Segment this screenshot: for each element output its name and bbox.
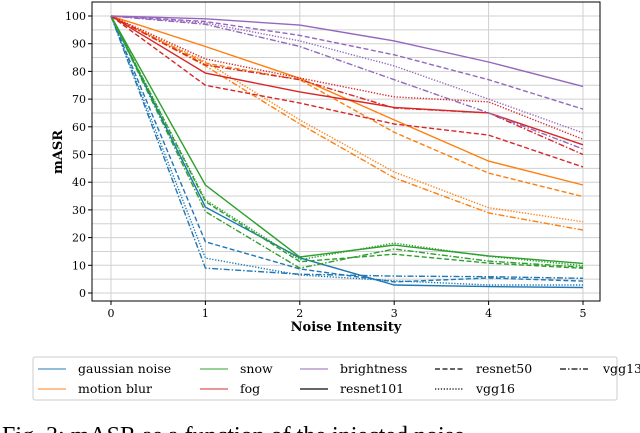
y-tick-label: 70 [72,93,86,106]
y-tick-label: 50 [72,149,86,162]
y-tick-label: 100 [65,10,86,23]
series-snow-vgg13 [110,15,584,269]
x-tick-label: 5 [580,307,587,320]
series-fog-vgg13 [110,15,584,156]
series-gaussian-noise-vgg13 [110,15,584,279]
series-lines [110,15,584,289]
x-axis-label: Noise Intensity [291,320,402,335]
legend-label: fog [240,381,260,396]
legend-box [32,356,618,401]
legend-label: resnet101 [340,381,404,396]
series-snow-resnet101 [110,15,584,265]
y-tick-label: 40 [72,176,86,189]
series-fog-resnet50 [110,15,584,168]
y-tick-label: 20 [72,232,86,245]
series-snow-vgg16 [110,15,584,267]
figure-caption: Fig. 3: mASR as a function of the inject… [2,423,465,433]
legend-label: brightness [340,361,407,376]
series-brightness-vgg16 [110,15,584,134]
series-brightness-resnet101 [110,15,584,88]
y-tick-label: 60 [72,121,86,134]
series-brightness-resnet50 [110,15,584,110]
legend-label: snow [240,361,273,376]
series-brightness-vgg13 [110,15,584,150]
legend-label: vgg13 [602,361,640,376]
legend-label: resnet50 [476,361,532,376]
series-fog-resnet101 [110,15,584,146]
y-tick-label: 10 [72,259,86,272]
y-tick-label: 90 [72,38,86,51]
series-gaussian-noise-resnet101 [110,15,584,289]
legend-label: gaussian noise [78,361,171,376]
y-tick-label: 80 [72,65,86,78]
legend-label: motion blur [78,381,152,396]
y-axis-label: mASR [51,130,66,174]
x-tick-label: 3 [391,307,398,320]
x-tick-label: 2 [296,307,303,320]
x-tick-label: 4 [485,307,492,320]
series-gaussian-noise-resnet50 [110,15,584,283]
x-tick-label: 1 [202,307,209,320]
legend-label: vgg16 [475,381,515,396]
y-tick-label: 30 [72,204,86,217]
y-tick-label: 0 [79,287,86,300]
legend: gaussian noise motion blur snow fog brightne… [32,356,640,401]
series-motion-blur-vgg16 [110,15,584,223]
series-snow-resnet50 [110,15,584,269]
series-gaussian-noise-vgg16 [110,15,583,286]
x-tick-label: 0 [108,307,115,320]
grid [92,2,600,301]
axes-frame [91,1,601,302]
series-motion-blur-resnet50 [110,15,584,198]
